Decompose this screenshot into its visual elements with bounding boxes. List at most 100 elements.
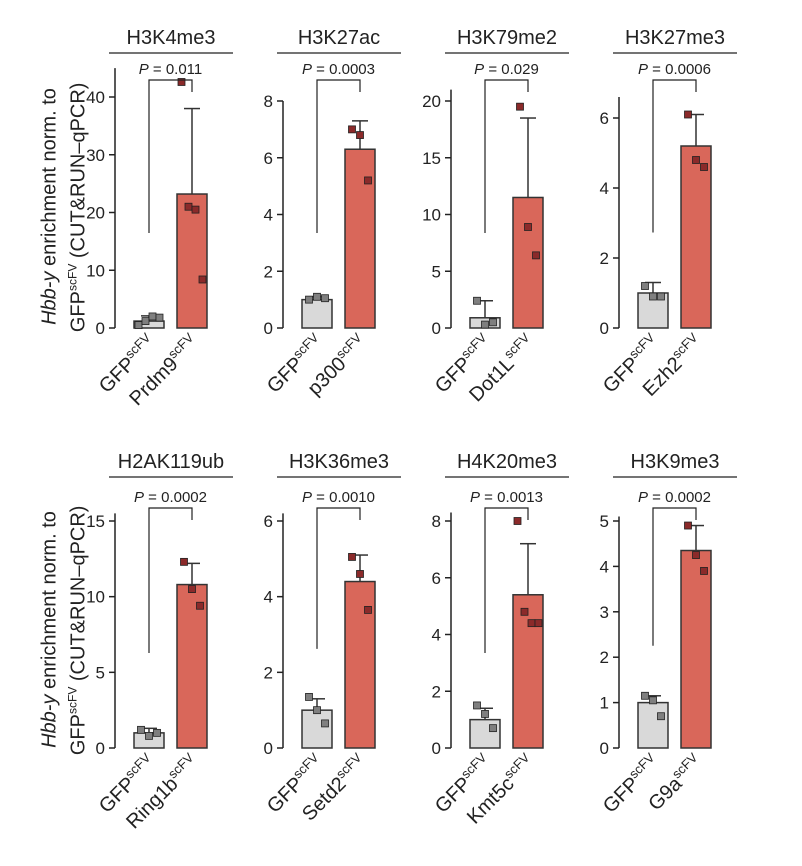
control-bar xyxy=(469,718,501,749)
y-tick-label: 3 xyxy=(600,603,609,622)
p-value: = 0.011 xyxy=(149,61,203,78)
y-tick-label: 5 xyxy=(432,262,441,281)
p-value: = 0.0013 xyxy=(480,489,543,506)
treatment-bar xyxy=(680,145,712,329)
data-point xyxy=(364,176,372,185)
p-value-label: P = 0.0003 xyxy=(302,61,375,78)
category-sup: scFV xyxy=(333,330,365,362)
y-tick-label: 4 xyxy=(264,206,273,225)
significance-bracket xyxy=(652,507,697,646)
y-tick-label: 4 xyxy=(600,557,609,576)
p-value-label: P = 0.0002 xyxy=(638,489,711,506)
data-point xyxy=(524,223,532,231)
y-tick-label: 0 xyxy=(264,319,273,338)
data-point xyxy=(641,282,649,290)
y-tick-label: 0 xyxy=(96,319,105,338)
chart-title: H3K9me3 xyxy=(631,451,720,473)
data-point xyxy=(489,318,497,327)
data-point xyxy=(684,110,692,119)
category-sup: scFV xyxy=(165,330,197,362)
data-point xyxy=(196,601,204,610)
chart-title: H3K27ac xyxy=(298,27,380,49)
p-symbol: P xyxy=(474,61,484,78)
y-tick-label: 15 xyxy=(86,512,105,531)
y-tick-label: 5 xyxy=(96,663,105,682)
data-point xyxy=(700,567,708,575)
y-tick-label: 6 xyxy=(600,109,609,128)
data-point xyxy=(657,712,665,721)
p-symbol: P xyxy=(302,61,312,78)
data-point xyxy=(180,557,188,566)
y-tick-label: 30 xyxy=(86,146,105,165)
data-point xyxy=(684,521,692,530)
data-point xyxy=(148,312,157,321)
y-tick-label: 15 xyxy=(422,149,441,168)
chart-title: H3K27me3 xyxy=(625,27,725,49)
treatment-bar xyxy=(512,594,544,749)
category-sup: scFV xyxy=(458,330,490,362)
category-sup: scFV xyxy=(626,750,658,782)
p-symbol: P xyxy=(638,61,648,78)
significance-bracket xyxy=(484,507,529,653)
y-tick-label: 40 xyxy=(86,88,105,107)
data-point xyxy=(520,607,529,616)
data-point xyxy=(145,731,153,740)
y-tick-label: 8 xyxy=(264,92,273,111)
category-sup: scFV xyxy=(626,330,658,362)
y-tick-label: 0 xyxy=(600,739,609,758)
p-value-label: P = 0.0002 xyxy=(134,489,207,506)
significance-bracket xyxy=(148,79,193,233)
data-point xyxy=(473,296,481,305)
y-tick-label: 6 xyxy=(264,512,273,531)
data-point xyxy=(184,202,193,211)
data-point xyxy=(534,619,543,628)
y-tick-label: 10 xyxy=(86,588,105,607)
data-point xyxy=(305,693,313,701)
data-point xyxy=(489,724,497,733)
category-sup: scFV xyxy=(290,750,322,782)
data-point xyxy=(641,691,649,700)
data-point xyxy=(188,585,196,593)
significance-bracket xyxy=(484,79,529,233)
data-point xyxy=(649,292,657,301)
p-value-label: P = 0.0013 xyxy=(470,489,543,506)
significance-bracket xyxy=(316,507,361,649)
y-tick-label: 5 xyxy=(600,512,609,531)
data-point xyxy=(657,292,665,301)
y-tick-label: 0 xyxy=(264,739,273,758)
data-point xyxy=(305,295,313,304)
p-symbol: P xyxy=(302,489,312,506)
y-tick-label: 8 xyxy=(432,512,441,531)
chart-title: H3K4me3 xyxy=(127,27,216,49)
p-value-label: P = 0.011 xyxy=(139,61,203,78)
category-sup: scFV xyxy=(290,330,322,362)
data-point xyxy=(649,696,657,705)
data-point xyxy=(321,719,329,728)
y-tick-label: 2 xyxy=(432,682,441,701)
p-symbol: P xyxy=(470,489,480,506)
data-point xyxy=(191,205,200,214)
data-point xyxy=(141,317,150,325)
data-point xyxy=(532,251,540,260)
y-tick-label: 2 xyxy=(264,262,273,281)
p-value: = 0.0010 xyxy=(312,489,375,506)
category-base: Prdm9 xyxy=(125,353,182,410)
p-value: = 0.0002 xyxy=(648,489,711,506)
data-point xyxy=(137,725,145,734)
data-point xyxy=(700,163,708,171)
data-point xyxy=(321,294,329,303)
y-tick-label: 0 xyxy=(432,739,441,758)
significance-bracket xyxy=(652,79,697,233)
data-point xyxy=(692,551,700,559)
control-bar xyxy=(637,701,669,749)
p-symbol: P xyxy=(139,61,149,78)
y-tick-label: 10 xyxy=(422,206,441,225)
category-sup: scFV xyxy=(458,750,490,782)
data-point xyxy=(481,320,489,329)
